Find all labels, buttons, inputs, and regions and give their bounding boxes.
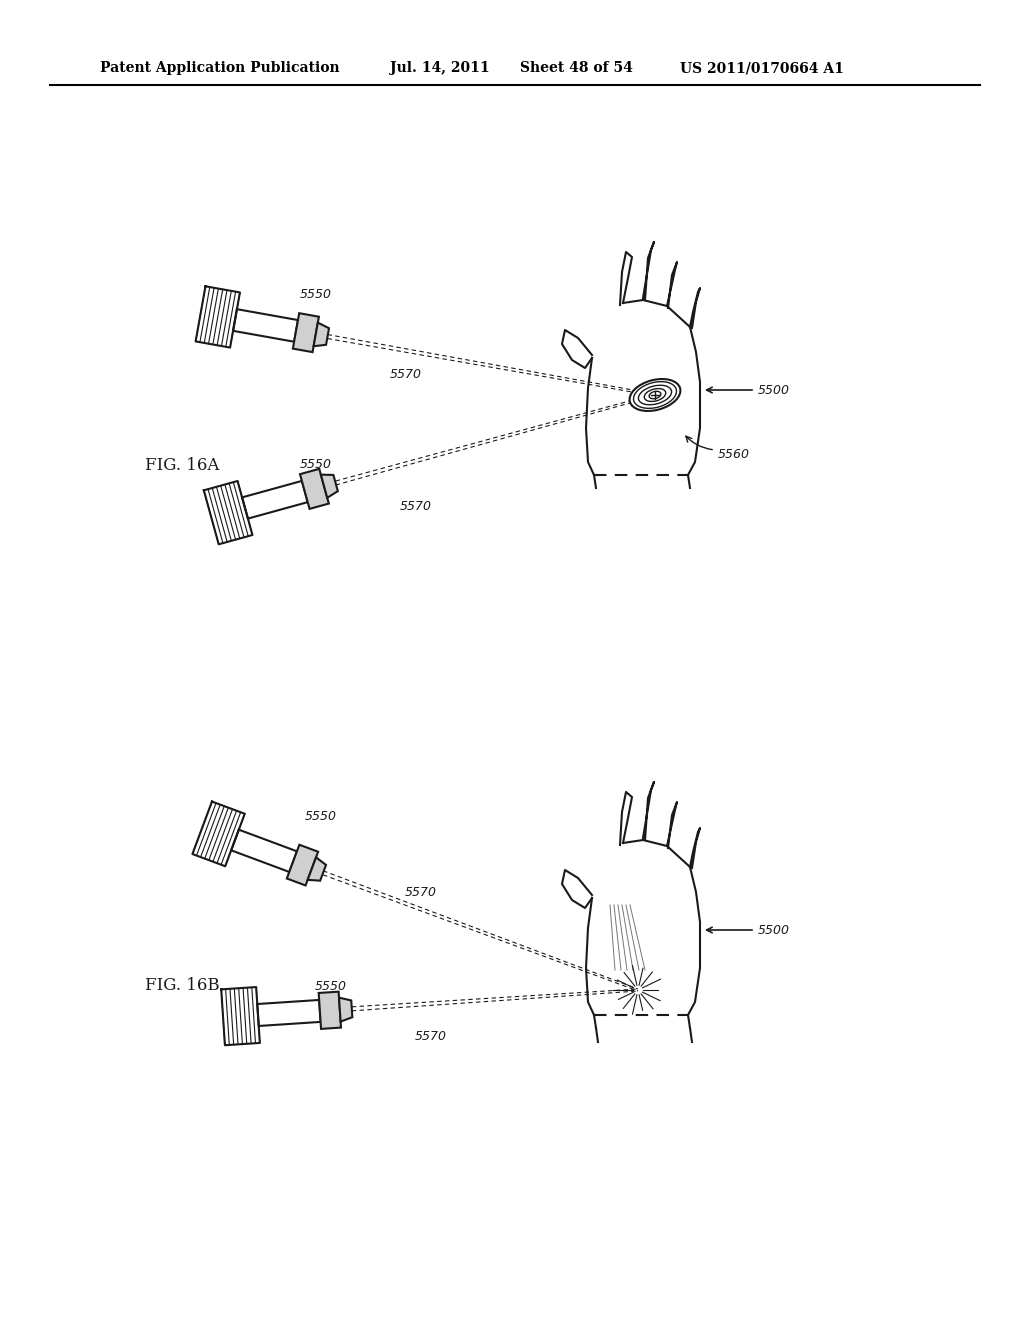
Text: FIG. 16B: FIG. 16B bbox=[145, 977, 219, 994]
Polygon shape bbox=[321, 475, 338, 498]
Polygon shape bbox=[300, 469, 329, 510]
Text: 5550: 5550 bbox=[300, 288, 332, 301]
Polygon shape bbox=[313, 322, 329, 346]
Polygon shape bbox=[293, 313, 318, 352]
Text: 5560: 5560 bbox=[718, 449, 750, 462]
Text: 5570: 5570 bbox=[406, 886, 437, 899]
Text: 5570: 5570 bbox=[415, 1030, 447, 1043]
Text: FIG. 16A: FIG. 16A bbox=[145, 457, 219, 474]
Text: Sheet 48 of 54: Sheet 48 of 54 bbox=[520, 61, 633, 75]
Text: 5550: 5550 bbox=[300, 458, 332, 471]
Text: 5500: 5500 bbox=[758, 924, 790, 936]
Text: 5570: 5570 bbox=[390, 368, 422, 381]
Polygon shape bbox=[307, 858, 326, 880]
Text: US 2011/0170664 A1: US 2011/0170664 A1 bbox=[680, 61, 844, 75]
Text: Patent Application Publication: Patent Application Publication bbox=[100, 61, 340, 75]
Polygon shape bbox=[287, 845, 318, 886]
Text: 5500: 5500 bbox=[758, 384, 790, 396]
Ellipse shape bbox=[630, 379, 680, 411]
Polygon shape bbox=[339, 998, 352, 1022]
Text: 5550: 5550 bbox=[315, 979, 347, 993]
Text: Jul. 14, 2011: Jul. 14, 2011 bbox=[390, 61, 489, 75]
Polygon shape bbox=[318, 991, 341, 1028]
Text: 5570: 5570 bbox=[400, 500, 432, 513]
Text: 5550: 5550 bbox=[305, 810, 337, 822]
